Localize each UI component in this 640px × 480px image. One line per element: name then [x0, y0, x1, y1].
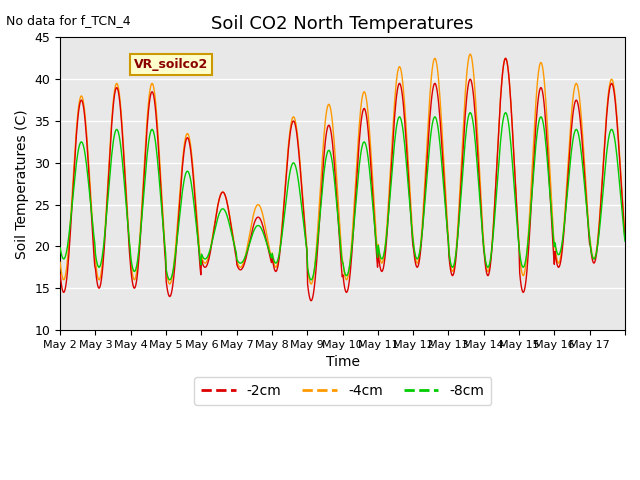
- X-axis label: Time: Time: [326, 355, 360, 369]
- Legend: -2cm, -4cm, -8cm: -2cm, -4cm, -8cm: [194, 377, 492, 405]
- Title: Soil CO2 North Temperatures: Soil CO2 North Temperatures: [211, 15, 474, 33]
- Text: No data for f_TCN_4: No data for f_TCN_4: [6, 14, 131, 27]
- Text: VR_soilco2: VR_soilco2: [134, 58, 208, 71]
- Y-axis label: Soil Temperatures (C): Soil Temperatures (C): [15, 109, 29, 259]
